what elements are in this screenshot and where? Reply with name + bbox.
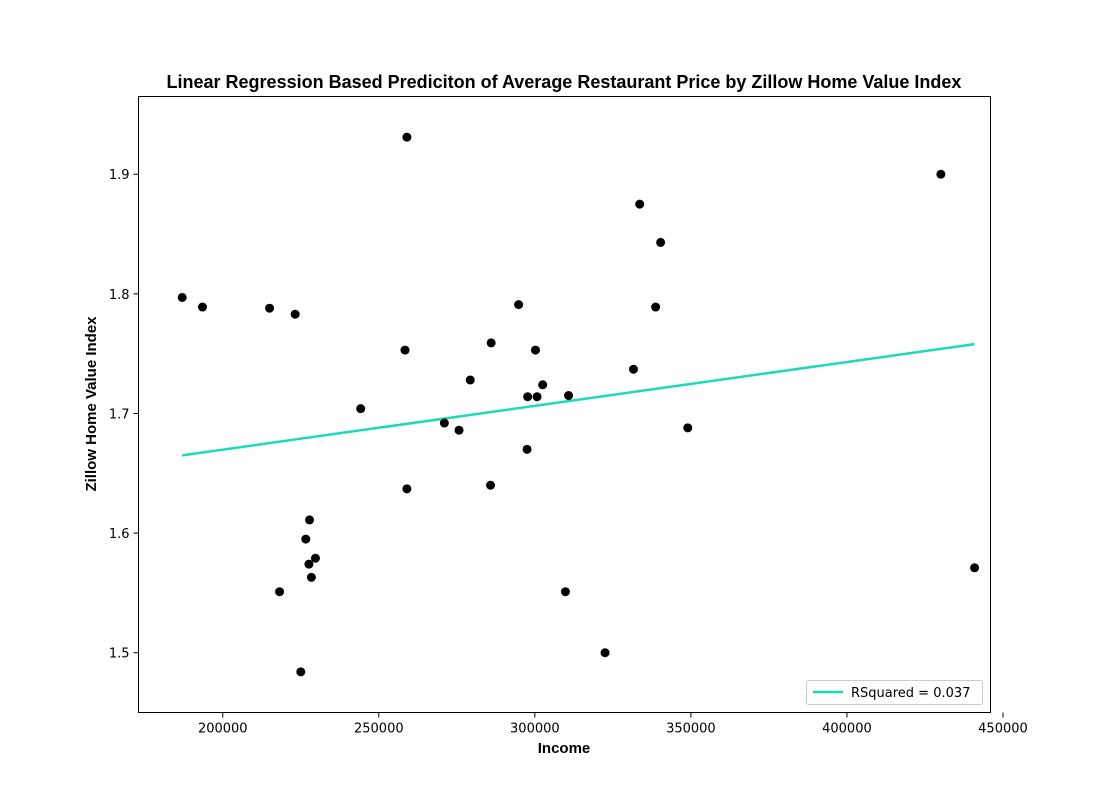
data-point: [538, 380, 548, 390]
x-tick-label: 200000: [198, 722, 248, 737]
data-point: [656, 237, 666, 247]
data-point: [439, 418, 449, 428]
data-point: [560, 587, 570, 597]
data-point: [402, 132, 412, 142]
legend-label: RSquared = 0.037: [851, 686, 970, 701]
x-axis-label: Income: [538, 740, 591, 757]
chart-title: Linear Regression Based Prediciton of Av…: [167, 72, 962, 92]
data-point: [197, 302, 207, 312]
data-point: [683, 423, 693, 433]
data-point: [522, 444, 532, 454]
x-tick-label: 450000: [978, 722, 1028, 737]
regression-line: [182, 342, 975, 457]
y-tick-label: 1.6: [109, 527, 130, 542]
data-point: [402, 484, 412, 494]
data-point: [564, 391, 574, 401]
data-point: [486, 338, 496, 348]
data-point: [305, 515, 315, 525]
data-point: [970, 563, 980, 573]
plot-area: [138, 96, 991, 713]
data-point: [306, 572, 316, 582]
data-point: [600, 648, 610, 658]
legend-box: [806, 680, 983, 705]
data-point: [400, 345, 410, 355]
data-points: [177, 132, 980, 677]
y-axis-label: Zillow Home Value Index: [83, 316, 100, 492]
data-point: [530, 345, 540, 355]
data-point: [465, 375, 475, 385]
data-point: [356, 404, 366, 414]
data-point: [310, 553, 320, 563]
data-point: [304, 559, 314, 569]
x-tick-label: 250000: [354, 722, 404, 737]
data-point: [514, 300, 524, 310]
data-point: [454, 425, 464, 435]
data-point: [936, 169, 946, 179]
data-point: [486, 480, 496, 490]
data-point: [628, 364, 638, 374]
data-point: [651, 302, 661, 312]
x-tick-label: 350000: [666, 722, 716, 737]
x-axis: 200000 250000 300000 350000 400000 450000: [198, 712, 1028, 737]
legend: RSquared = 0.037: [806, 680, 983, 705]
y-axis: 1.5 1.6 1.7 1.8 1.9: [109, 168, 139, 662]
data-point: [265, 303, 275, 313]
y-tick-label: 1.9: [109, 168, 130, 183]
data-point: [635, 199, 645, 209]
data-point: [532, 392, 542, 402]
x-tick-label: 300000: [510, 722, 560, 737]
data-point: [301, 534, 311, 544]
y-tick-label: 1.7: [109, 407, 130, 422]
x-tick-label: 400000: [822, 722, 872, 737]
data-point: [177, 292, 187, 302]
data-point: [290, 309, 300, 319]
data-point: [523, 392, 533, 402]
data-point: [275, 587, 285, 597]
y-tick-label: 1.8: [109, 288, 130, 303]
data-point: [296, 667, 306, 677]
y-tick-label: 1.5: [109, 647, 130, 662]
